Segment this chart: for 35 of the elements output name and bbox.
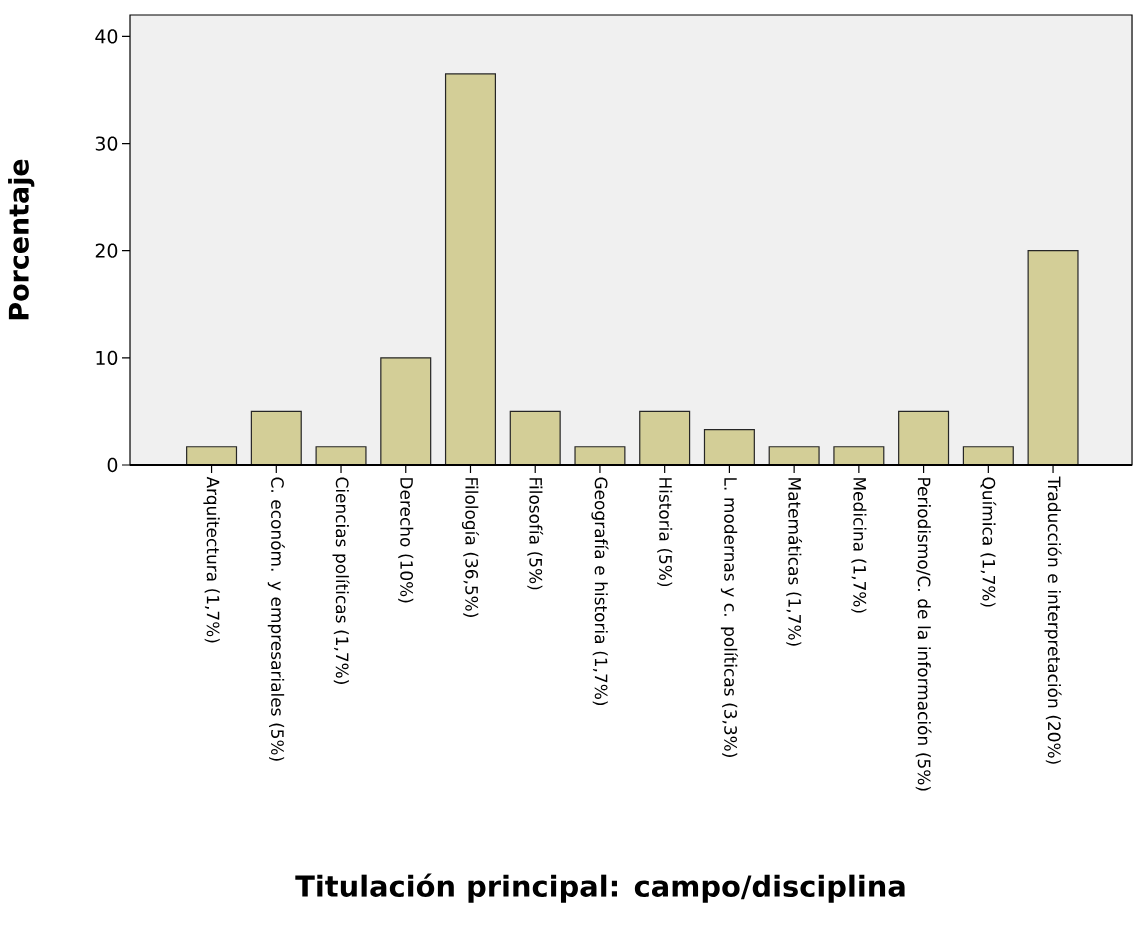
x-tick-label: Periodismo/C. de la información (5%) <box>915 478 932 791</box>
x-tick-label: Arquitectura (1,7%) <box>203 476 220 643</box>
x-tick-label: Filosofía (5%) <box>527 478 544 590</box>
y-tick-label: 30 <box>95 136 118 151</box>
bar <box>509 410 561 466</box>
bar <box>574 446 626 466</box>
bar <box>444 73 497 466</box>
bar <box>703 429 755 466</box>
x-tick-label: C. económ. y empresariales (5%) <box>267 477 285 761</box>
x-tick-label: Derecho (10%) <box>398 478 414 603</box>
x-tick-label: Ciencias políticas (1,7%) <box>332 477 350 684</box>
x-tick-label: Matemáticas (1,7%) <box>786 478 803 646</box>
bar <box>380 357 432 466</box>
x-tick-label: Historia (5%) <box>657 478 673 587</box>
bar <box>1027 250 1079 466</box>
bar <box>186 446 238 466</box>
y-axis-title: Porcentaje <box>8 159 35 320</box>
y-tick-label: 0 <box>107 457 118 473</box>
bar <box>833 446 885 466</box>
bar <box>250 410 302 466</box>
x-tick-label: Medicina (1,7%) <box>851 478 867 613</box>
bar <box>898 410 950 466</box>
bar <box>768 446 820 466</box>
y-tick-label: 20 <box>95 243 118 258</box>
bar <box>639 410 691 466</box>
bar <box>962 446 1014 466</box>
x-tick-label: Química (1,7%) <box>980 477 997 607</box>
y-tick-label: 10 <box>96 350 118 365</box>
y-tick-label: 40 <box>95 29 118 44</box>
x-tick-label: Filología (36,5%) <box>461 478 480 617</box>
x-tick-label: L. modernas y c. políticas (3,3%) <box>720 478 738 757</box>
x-axis-title: Titulación principal: campo/disciplina <box>295 873 905 903</box>
x-tick-label: Traducción e interpretación (20%) <box>1044 476 1062 764</box>
bar <box>315 446 367 466</box>
x-tick-label: Geografía e historia (1,7%) <box>591 477 609 706</box>
